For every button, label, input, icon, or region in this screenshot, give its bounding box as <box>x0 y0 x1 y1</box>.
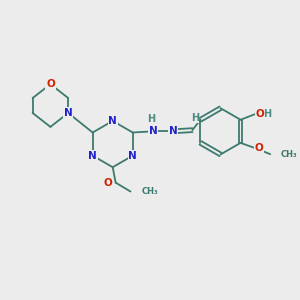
Text: O: O <box>255 142 263 153</box>
Text: H: H <box>263 109 272 119</box>
Text: N: N <box>108 116 117 126</box>
Text: CH₃: CH₃ <box>142 187 158 196</box>
Text: N: N <box>64 108 73 118</box>
Text: O: O <box>255 109 264 119</box>
Text: N: N <box>128 151 137 160</box>
Text: CH₃: CH₃ <box>280 150 297 159</box>
Text: H: H <box>191 113 199 123</box>
Text: H: H <box>147 114 155 124</box>
Text: O: O <box>46 79 55 89</box>
Text: O: O <box>104 178 113 188</box>
Text: N: N <box>88 151 97 160</box>
Text: N: N <box>148 126 157 136</box>
Text: N: N <box>169 126 177 136</box>
